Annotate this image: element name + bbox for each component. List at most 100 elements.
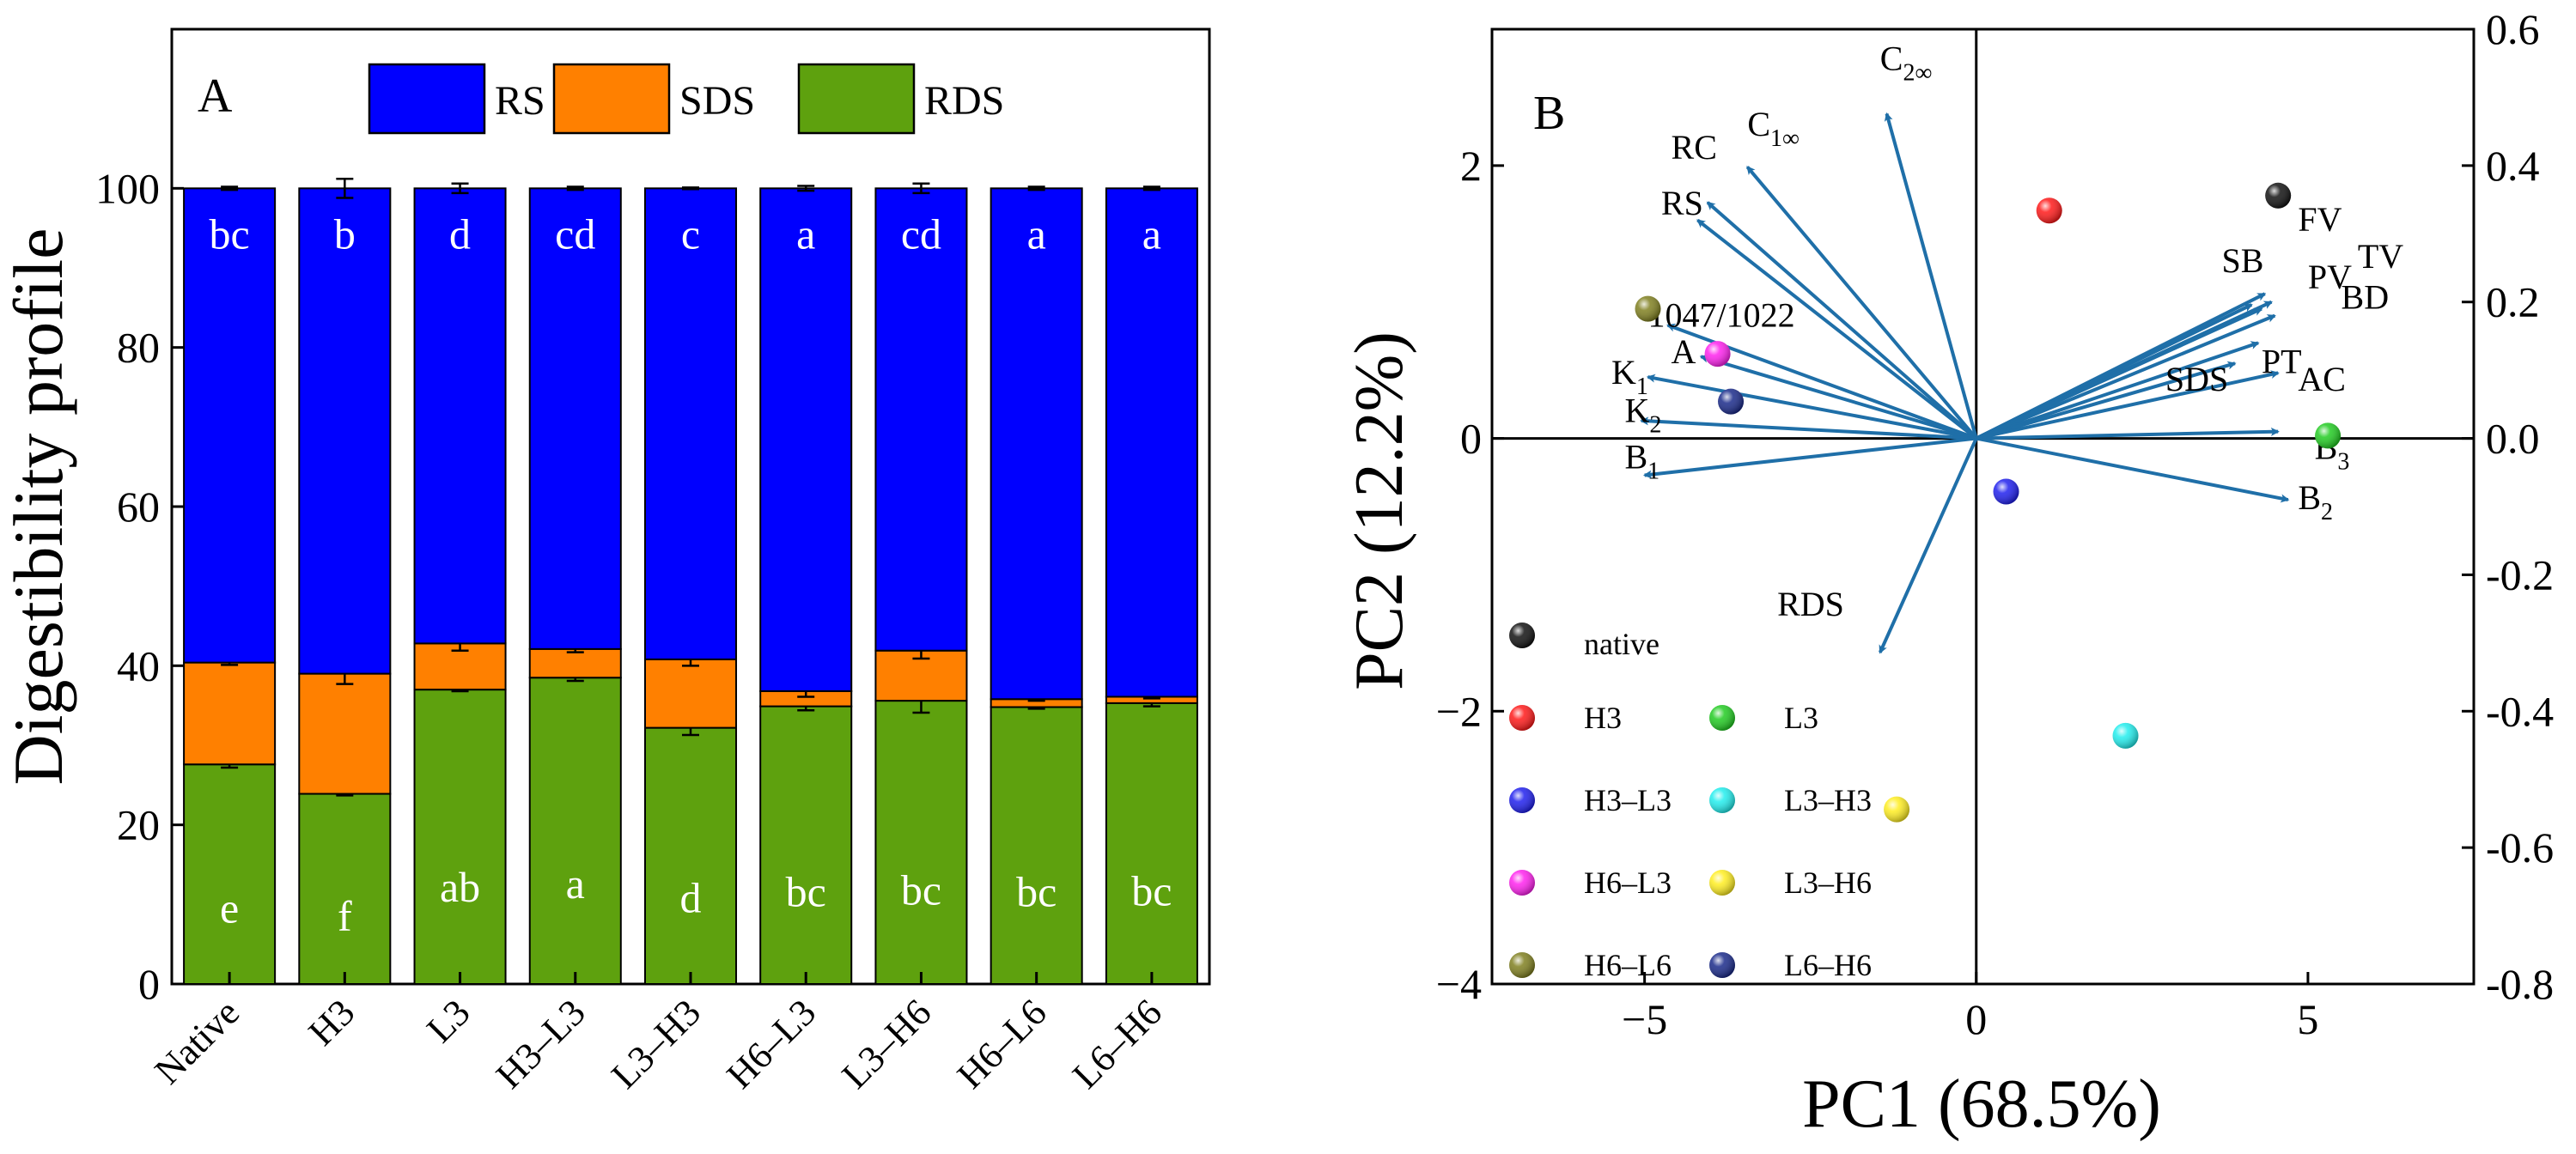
score-point-shading — [2112, 722, 2139, 749]
x-tick-label: L3–H6 — [834, 991, 940, 1096]
loading-arrow — [1976, 427, 2280, 440]
loading-label: SB — [2222, 241, 2264, 280]
legend-marker-shading — [1709, 870, 1735, 896]
x-tick-label: −5 — [1622, 995, 1667, 1043]
bar-rs — [874, 187, 968, 652]
score-point-shading — [1635, 295, 1661, 322]
significance-letter: bc — [901, 866, 941, 914]
loading-label: C1∞ — [1747, 105, 1800, 152]
significance-letter: a — [1027, 210, 1046, 258]
loading-arrow — [1878, 437, 1978, 654]
loading-arrow — [1976, 313, 2276, 440]
loading-arrow — [1884, 112, 1978, 440]
score-point-shading — [1884, 796, 1910, 823]
bar-rds — [183, 763, 277, 985]
y-tick-label: 20 — [117, 801, 160, 849]
y-tick-label: 80 — [117, 324, 160, 372]
bar-rds — [874, 700, 968, 986]
loading-label: PT — [2262, 342, 2302, 380]
y2-tick-label: 0.4 — [2486, 142, 2540, 190]
legend-marker-shading — [1509, 870, 1535, 896]
panel-a-y-axis-label: Digestibility profile — [0, 228, 77, 785]
loading-label: FV — [2298, 200, 2342, 239]
bar-rds — [1105, 702, 1198, 985]
significance-letter: bc — [210, 210, 250, 258]
score-point-shading — [1718, 388, 1745, 415]
bar-rs — [990, 187, 1083, 701]
bar-sds — [643, 658, 738, 729]
legend-label: native — [1584, 627, 1659, 661]
panel-b-x-axis-label: PC1 (68.5%) — [1802, 1066, 2161, 1142]
bar-rs — [528, 187, 622, 650]
loading-label: 1047/1022 — [1647, 295, 1794, 334]
bar-rs — [759, 187, 853, 692]
legend-label-rds: RDS — [924, 78, 1004, 124]
loading-label: C2∞ — [1880, 39, 1933, 87]
x-tick-label: L3–H3 — [603, 991, 709, 1096]
legend-marker-shading — [1709, 952, 1735, 978]
y2-tick-label: 0.0 — [2486, 415, 2540, 463]
loading-label: RDS — [1777, 585, 1844, 623]
loading-label: RS — [1661, 184, 1703, 222]
panel-a-bars: eabcfababcddadecddbcbcefabcccdbcfabcfa — [183, 177, 1198, 986]
panel-b-y-axis-label: PC2 (12.2%) — [1342, 331, 1417, 690]
bar-rds — [528, 677, 622, 985]
loading-arrow — [1976, 436, 2290, 503]
y2-tick-label: -0.8 — [2486, 960, 2554, 1008]
y-tick-label: 0 — [138, 960, 160, 1008]
legend-marker-shading — [1709, 705, 1735, 731]
legend-label: L3–H6 — [1784, 866, 1872, 900]
loading-arrow — [1745, 166, 1978, 440]
panel-a-legend: RS SDS RDS — [368, 63, 1004, 135]
y2-tick-label: -0.2 — [2486, 550, 2554, 598]
loading-label: AC — [2298, 360, 2346, 398]
significance-letter: a — [1142, 210, 1161, 258]
panel-a-label: A — [198, 70, 233, 123]
significance-letter: d — [680, 873, 702, 921]
bar-rds — [759, 705, 853, 985]
bar-rs — [413, 187, 507, 645]
bar-sds — [528, 647, 622, 679]
significance-letter: bc — [1131, 866, 1172, 914]
y-tick-label: −4 — [1436, 960, 1482, 1008]
significance-letter: a — [796, 210, 815, 258]
bar-rds — [990, 706, 1083, 986]
y2-tick-label: 0.2 — [2486, 278, 2540, 326]
panel-b-pca-biplot: B PC1 (68.5%) PC2 (12.2%) −5 0 5 −4 −2 0 2 -0.8… — [1342, 5, 2554, 1142]
legend-marker-shading — [1509, 952, 1535, 978]
loading-arrow — [1642, 436, 1976, 479]
loading-label: B1 — [1624, 438, 1659, 485]
legend-marker-shading — [1509, 705, 1535, 731]
panel-a-y-ticks: 0 20 40 60 80 100 — [95, 164, 184, 1008]
x-tick-label: H3–L3 — [488, 991, 594, 1096]
x-tick-label: L6–H6 — [1064, 991, 1170, 1096]
legend-label: H3 — [1584, 701, 1622, 735]
significance-letter: e — [220, 884, 239, 932]
score-point-shading — [1993, 478, 2019, 505]
x-tick-label: H3 — [301, 991, 363, 1054]
loading-label: K2 — [1624, 392, 1661, 439]
significance-letter: a — [566, 859, 585, 908]
loading-arrow — [1706, 201, 1978, 440]
x-tick-label: H6–L3 — [718, 991, 824, 1096]
x-tick-label: 5 — [2297, 995, 2318, 1043]
panel-b-label: B — [1533, 87, 1565, 140]
panel-b-score-points — [1635, 182, 2342, 823]
legend-marker-shading — [1509, 787, 1535, 813]
loading-label: TV — [2358, 237, 2403, 276]
y-tick-label: −2 — [1436, 687, 1482, 735]
legend-swatch-sds — [552, 63, 671, 135]
significance-letter: bc — [1016, 868, 1057, 916]
legend-label-sds: SDS — [679, 78, 755, 124]
loading-label: BD — [2342, 278, 2390, 317]
y-tick-label: 100 — [95, 164, 160, 212]
panel-b-ticks: −5 0 5 −4 −2 0 2 -0.8 -0.6 -0.4 -0.2 0.0 0.2 0.4 0.6 — [1436, 5, 2554, 1043]
significance-letter: ab — [440, 863, 480, 911]
legend-label: H6–L6 — [1584, 948, 1672, 982]
score-point-shading — [2315, 422, 2342, 449]
bar-rds — [298, 793, 392, 985]
loading-label: A — [1672, 332, 1696, 371]
score-point-shading — [2036, 197, 2062, 224]
loading-label: PV — [2308, 258, 2352, 296]
